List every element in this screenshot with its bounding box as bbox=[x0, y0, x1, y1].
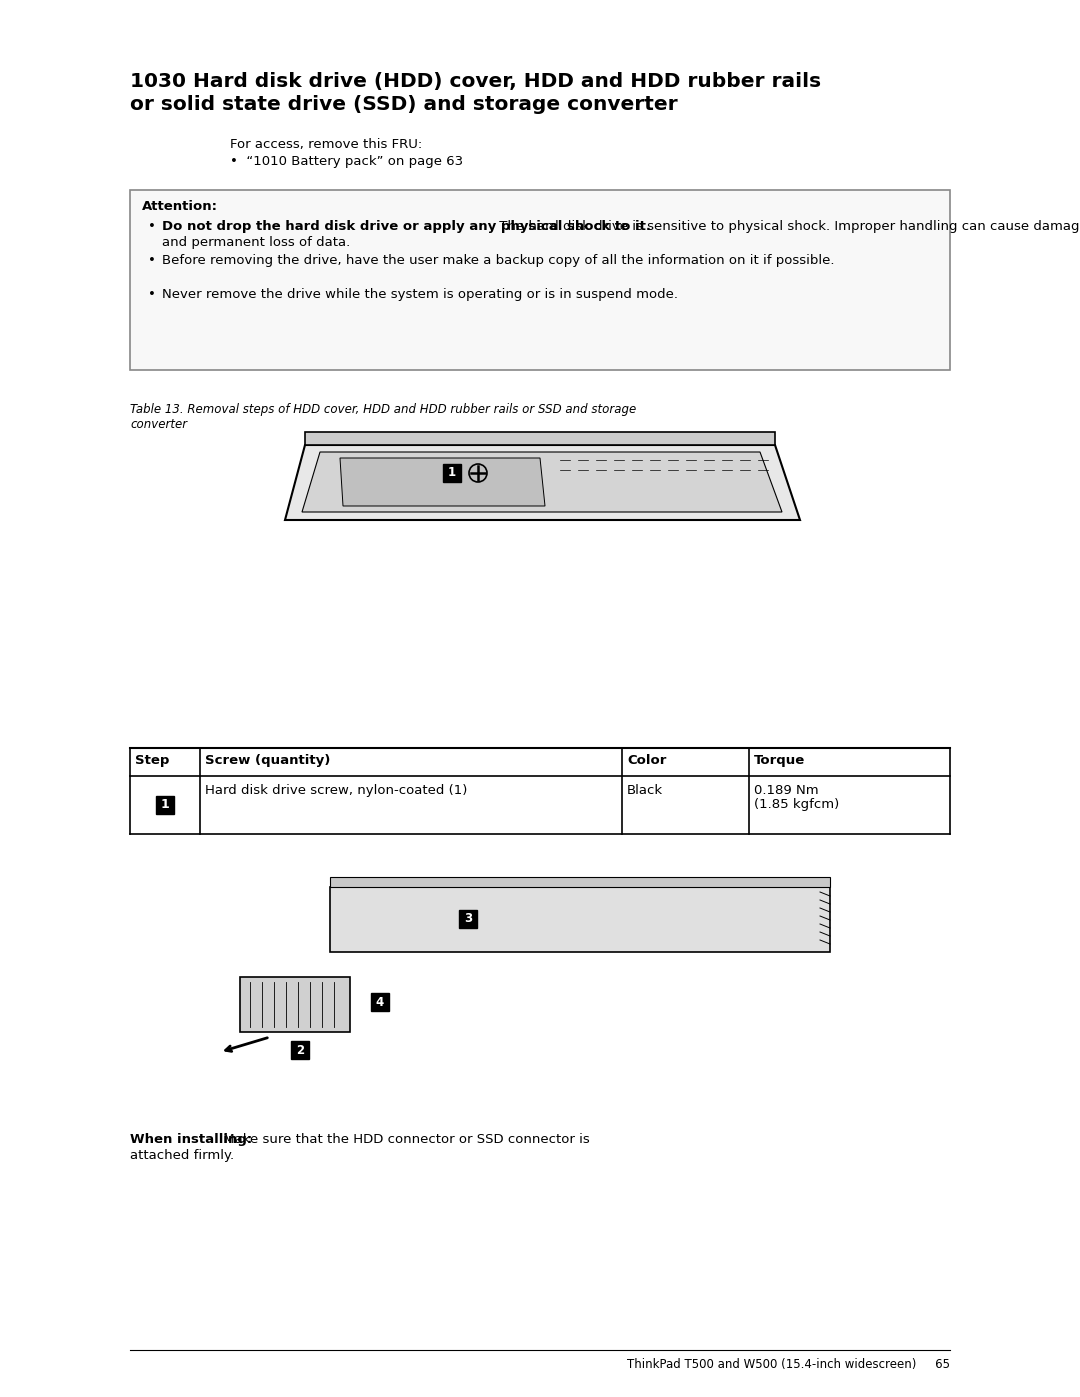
Text: 2: 2 bbox=[296, 1044, 305, 1056]
Text: Do not drop the hard disk drive or apply any physical shock to it.: Do not drop the hard disk drive or apply… bbox=[162, 219, 651, 233]
Bar bbox=[459, 909, 477, 928]
Text: 1030 Hard disk drive (HDD) cover, HDD and HDD rubber rails: 1030 Hard disk drive (HDD) cover, HDD an… bbox=[130, 73, 821, 91]
Text: Color: Color bbox=[627, 754, 666, 767]
Polygon shape bbox=[340, 458, 545, 506]
Text: Black: Black bbox=[627, 784, 663, 798]
Text: 0.189 Nm: 0.189 Nm bbox=[754, 784, 819, 798]
Text: When installing:: When installing: bbox=[130, 1133, 253, 1146]
Text: Torque: Torque bbox=[754, 754, 806, 767]
FancyBboxPatch shape bbox=[130, 190, 950, 370]
Text: Make sure that the HDD connector or SSD connector is: Make sure that the HDD connector or SSD … bbox=[219, 1133, 590, 1146]
Text: 1: 1 bbox=[448, 467, 456, 479]
Text: Screw (quantity): Screw (quantity) bbox=[205, 754, 330, 767]
Text: •: • bbox=[148, 254, 156, 267]
Polygon shape bbox=[330, 877, 831, 887]
Text: ThinkPad T500 and W500 (15.4-inch widescreen)     65: ThinkPad T500 and W500 (15.4-inch widesc… bbox=[627, 1358, 950, 1370]
Bar bbox=[240, 977, 350, 1032]
Text: or solid state drive (SSD) and storage converter: or solid state drive (SSD) and storage c… bbox=[130, 95, 677, 115]
Text: and permanent loss of data.: and permanent loss of data. bbox=[162, 236, 350, 249]
Text: •  “1010 Battery pack” on page 63: • “1010 Battery pack” on page 63 bbox=[230, 155, 463, 168]
Bar bbox=[156, 796, 174, 814]
Polygon shape bbox=[302, 453, 782, 511]
Text: For access, remove this FRU:: For access, remove this FRU: bbox=[230, 138, 422, 151]
Text: •: • bbox=[148, 288, 156, 300]
Bar bbox=[372, 993, 389, 1011]
Text: converter: converter bbox=[130, 418, 187, 432]
Text: The hard disk drive is sensitive to physical shock. Improper handling can cause : The hard disk drive is sensitive to phys… bbox=[496, 219, 1080, 233]
Text: Hard disk drive screw, nylon-coated (1): Hard disk drive screw, nylon-coated (1) bbox=[205, 784, 467, 798]
Polygon shape bbox=[305, 432, 775, 446]
Text: 3: 3 bbox=[464, 912, 472, 925]
Text: (1.85 kgfcm): (1.85 kgfcm) bbox=[754, 798, 839, 812]
Polygon shape bbox=[330, 887, 831, 951]
Bar bbox=[291, 1041, 309, 1059]
Text: Never remove the drive while the system is operating or is in suspend mode.: Never remove the drive while the system … bbox=[162, 288, 678, 300]
Text: attached firmly.: attached firmly. bbox=[130, 1148, 234, 1162]
Text: 1: 1 bbox=[161, 799, 170, 812]
Text: Before removing the drive, have the user make a backup copy of all the informati: Before removing the drive, have the user… bbox=[162, 254, 835, 267]
Polygon shape bbox=[285, 446, 800, 520]
Text: •: • bbox=[148, 219, 156, 233]
Text: Step: Step bbox=[135, 754, 170, 767]
Bar bbox=[443, 464, 461, 482]
Text: 4: 4 bbox=[376, 996, 384, 1009]
Text: Table 13. Removal steps of HDD cover, HDD and HDD rubber rails or SSD and storag: Table 13. Removal steps of HDD cover, HD… bbox=[130, 402, 636, 416]
Text: Attention:: Attention: bbox=[141, 200, 218, 212]
